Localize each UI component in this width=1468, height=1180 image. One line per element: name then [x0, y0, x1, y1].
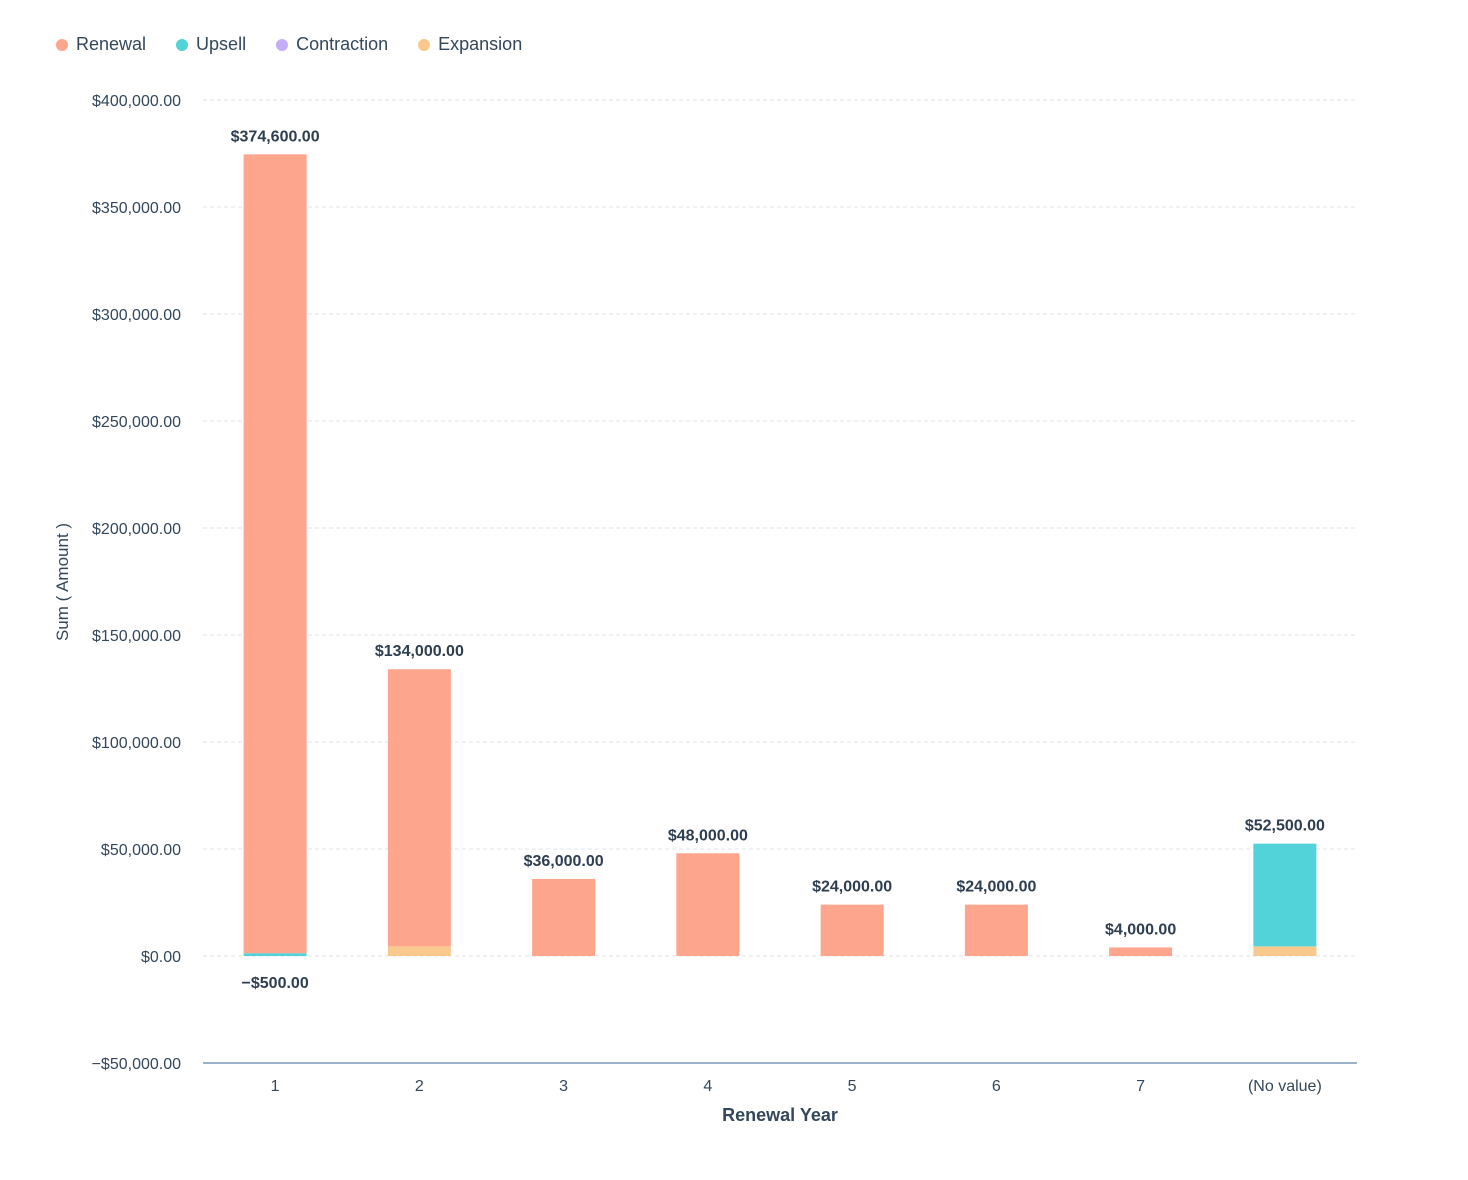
- x-tick-label: 2: [415, 1078, 424, 1095]
- total-label: $48,000.00: [668, 827, 748, 844]
- bars: [243, 154, 1317, 956]
- chart-legend: Renewal Upsell Contraction Expansion: [56, 34, 522, 55]
- bar-renewal[interactable]: [676, 853, 740, 956]
- total-label: $4,000.00: [1105, 921, 1176, 938]
- x-tick-label: 5: [848, 1078, 857, 1095]
- total-label: $52,500.00: [1245, 818, 1325, 835]
- x-axis-ticks: 1 2 3 4 5 6 7 (No value): [271, 1078, 1322, 1095]
- legend-dot-renewal: [56, 38, 68, 51]
- grid-lines: [203, 99, 1357, 957]
- y-tick-label: $300,000.00: [92, 307, 181, 324]
- y-tick-label: $150,000.00: [92, 628, 181, 645]
- negative-total-label: −$500.00: [242, 975, 309, 992]
- total-label: $24,000.00: [812, 879, 892, 896]
- x-tick-label: 6: [992, 1078, 1001, 1095]
- bar-renewal[interactable]: [387, 669, 451, 947]
- legend-item-expansion[interactable]: Expansion: [418, 34, 522, 55]
- legend-item-upsell[interactable]: Upsell: [176, 34, 246, 55]
- legend-label-contraction: Contraction: [296, 34, 389, 54]
- y-tick-label: $50,000.00: [101, 842, 181, 859]
- bar-renewal[interactable]: [532, 878, 596, 956]
- y-tick-label: −$50,000.00: [92, 1056, 182, 1073]
- total-label: $374,600.00: [231, 128, 320, 145]
- bar-expansion[interactable]: [387, 946, 451, 956]
- total-label: $24,000.00: [956, 879, 1036, 896]
- bar-renewal[interactable]: [820, 904, 884, 956]
- legend-dot-expansion: [418, 38, 431, 51]
- y-tick-label: $200,000.00: [92, 521, 181, 538]
- x-tick-label: 7: [1136, 1078, 1145, 1095]
- data-labels: $374,600.00 −$500.00 $134,000.00 $36,000.00…: [231, 128, 1325, 992]
- x-axis-title: Renewal Year: [722, 1105, 838, 1125]
- total-label: $134,000.00: [375, 643, 464, 660]
- bar-upsell[interactable]: [1253, 843, 1317, 947]
- bar-renewal[interactable]: [1109, 947, 1173, 956]
- legend-item-contraction[interactable]: Contraction: [276, 34, 388, 55]
- legend-label-expansion: Expansion: [438, 34, 523, 54]
- bar-expansion[interactable]: [1253, 946, 1317, 956]
- y-tick-label: $250,000.00: [92, 414, 181, 431]
- y-tick-label: $400,000.00: [92, 93, 181, 110]
- legend-label-upsell: Upsell: [196, 34, 247, 54]
- bar-renewal[interactable]: [964, 904, 1028, 956]
- y-axis-title: Sum ( Amount ): [53, 523, 72, 641]
- bar-renewal[interactable]: [243, 154, 307, 954]
- legend-label-renewal: Renewal: [76, 34, 147, 54]
- legend-dot-contraction: [276, 38, 289, 51]
- y-tick-label: $100,000.00: [92, 735, 181, 752]
- y-tick-label: $0.00: [141, 949, 181, 966]
- bar-upsell[interactable]: [243, 953, 307, 956]
- x-tick-label: 4: [703, 1078, 712, 1095]
- legend-dot-upsell: [176, 38, 189, 51]
- x-tick-label: (No value): [1248, 1078, 1322, 1095]
- x-tick-label: 1: [271, 1078, 280, 1095]
- x-tick-label: 3: [559, 1078, 568, 1095]
- y-tick-label: $350,000.00: [92, 200, 181, 217]
- total-label: $36,000.00: [524, 853, 604, 870]
- y-axis-ticks: −$50,000.00 $0.00 $50,000.00 $100,000.00 $15…: [92, 93, 182, 1073]
- legend-item-renewal[interactable]: Renewal: [56, 34, 146, 55]
